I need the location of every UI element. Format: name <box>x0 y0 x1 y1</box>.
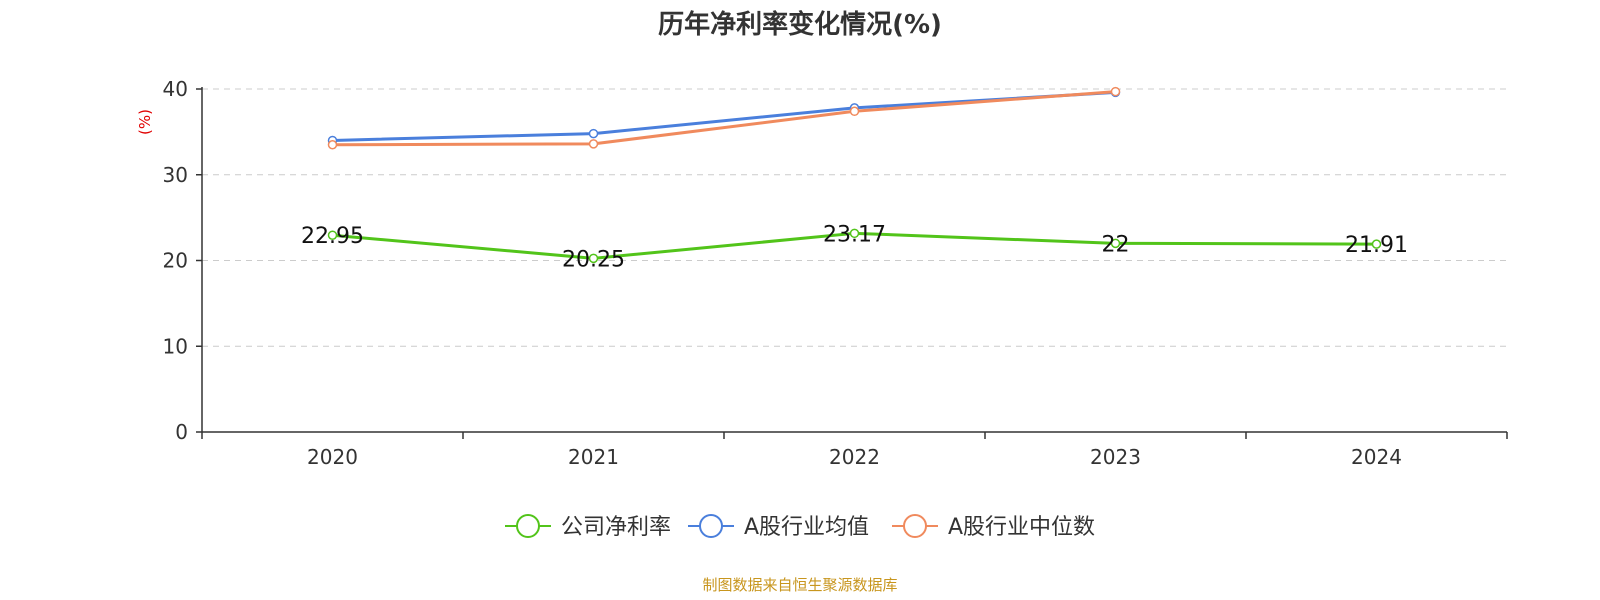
legend-item-2[interactable]: A股行业中位数 <box>892 514 1095 540</box>
legend-marker <box>516 514 540 538</box>
x-tick-label: 2021 <box>568 445 619 469</box>
legend[interactable]: 公司净利率 A股行业均值 A股行业中位数 <box>505 514 1095 540</box>
x-tick-label: 2023 <box>1090 445 1141 469</box>
data-label: 22 <box>1102 232 1130 257</box>
y-tick-label: 40 <box>163 77 188 101</box>
data-point[interactable] <box>849 106 860 117</box>
chart-title: 历年净利率变化情况(%) <box>658 9 942 40</box>
y-tick-label: 0 <box>175 420 188 444</box>
data-label: 21.91 <box>1345 233 1408 258</box>
legend-marker <box>699 514 723 538</box>
data-point[interactable] <box>588 128 599 139</box>
x-tick-label: 2020 <box>307 445 358 469</box>
x-tick-label: 2024 <box>1351 445 1402 469</box>
data-point[interactable] <box>588 139 599 149</box>
x-tick-label: 2022 <box>829 445 880 469</box>
data-point[interactable] <box>327 230 338 240</box>
legend-label: 公司净利率 <box>561 515 671 540</box>
data-point[interactable] <box>588 253 599 264</box>
data-point[interactable] <box>1110 238 1121 249</box>
data-point[interactable] <box>1371 239 1382 249</box>
y-axis-label: (%) <box>136 109 154 135</box>
legend-item-1[interactable]: A股行业均值 <box>688 514 869 540</box>
data-labels: 22.95 20.25 23.17 22 21.91 <box>301 222 1408 272</box>
data-label: 23.17 <box>823 222 886 247</box>
series-line-2 <box>332 90 1116 147</box>
axes: 0 10 20 30 40 2020 2021 2022 2023 2024 <box>163 77 1508 469</box>
legend-marker <box>903 514 927 538</box>
data-label: 22.95 <box>301 224 364 249</box>
series-layer <box>327 86 1382 264</box>
legend-item-0[interactable]: 公司净利率 <box>505 514 671 540</box>
grid-lines <box>202 88 1507 347</box>
y-tick-label: 10 <box>163 334 188 358</box>
data-label: 20.25 <box>562 247 625 272</box>
data-point[interactable] <box>327 139 338 150</box>
y-tick-label: 20 <box>163 249 188 273</box>
legend-label: A股行业均值 <box>744 515 869 540</box>
y-tick-label: 30 <box>163 163 188 187</box>
data-point[interactable] <box>849 228 860 239</box>
legend-label: A股行业中位数 <box>948 515 1095 540</box>
data-point[interactable] <box>1110 86 1121 97</box>
source-note: 制图数据来自恒生聚源数据库 <box>702 576 897 594</box>
